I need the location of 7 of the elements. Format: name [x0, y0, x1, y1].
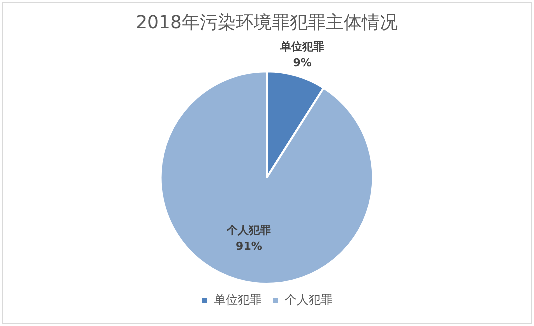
- legend-label: 单位犯罪: [214, 293, 262, 308]
- slice-label: 个人犯罪: [226, 224, 272, 237]
- data-label: 91%: [236, 240, 262, 253]
- legend-label: 个人犯罪: [285, 293, 333, 308]
- chart-title: 2018年污染环境罪犯罪主体情况: [136, 12, 398, 34]
- data-label: 9%: [293, 56, 312, 70]
- slice-label: 单位犯罪: [280, 40, 325, 54]
